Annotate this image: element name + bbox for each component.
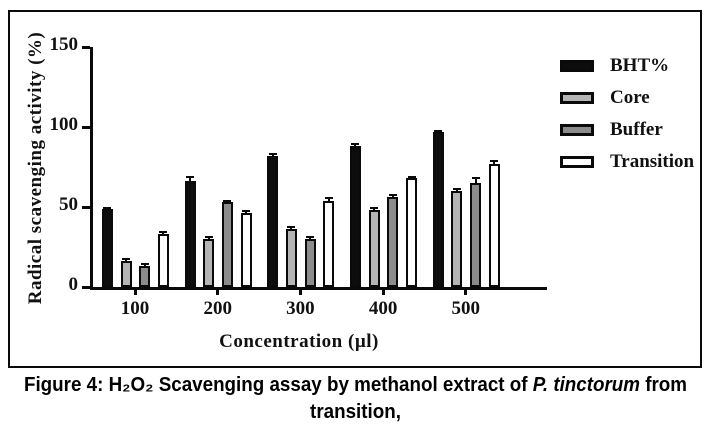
bar-Transition-300 (323, 200, 335, 287)
error-cap-Transition-400 (407, 175, 416, 178)
legend: BHT% Core Buffer Transition (560, 50, 694, 178)
error-bar-Transition-100 (162, 231, 165, 235)
bar-Core-100 (120, 261, 132, 287)
legend-swatch-Core (560, 92, 594, 104)
bar-Transition-200 (240, 213, 252, 287)
x-tick-200 (216, 287, 220, 295)
error-bar-Core-400 (373, 207, 376, 211)
caption-line-1: Figure 4: H₂O₂ Scavenging assay by metha… (21, 372, 689, 426)
error-bar-BHT%-200 (189, 177, 191, 182)
x-tick-label-200: 200 (203, 298, 232, 319)
y-tick-0 (82, 285, 90, 289)
y-tick-label-0: 0 (68, 274, 79, 295)
error-cap-Core-300 (287, 226, 296, 228)
y-axis-title: Radical scavenging activity (%) (25, 31, 46, 305)
bar-BHT%-100 (101, 209, 113, 287)
error-cap-BHT%-500 (434, 129, 443, 132)
legend-item-Transition: Transition (560, 146, 694, 178)
error-bar-Core-100 (125, 259, 127, 262)
error-cap-Transition-300 (324, 197, 333, 200)
bar-Core-500 (451, 191, 463, 287)
error-cap-Buffer-500 (471, 177, 480, 180)
x-tick-label-300: 300 (286, 298, 315, 319)
error-cap-Transition-200 (242, 210, 251, 212)
error-cap-Core-100 (122, 258, 130, 260)
bar-Transition-400 (406, 178, 417, 287)
error-cap-Buffer-400 (388, 194, 397, 196)
error-cap-Buffer-200 (223, 199, 232, 202)
error-bar-Transition-300 (327, 198, 330, 201)
error-bar-BHT%-400 (354, 143, 357, 147)
error-cap-BHT%-200 (186, 176, 194, 179)
error-bar-Buffer-400 (391, 195, 394, 198)
y-tick-150 (82, 45, 90, 49)
y-tick-label-150: 150 (49, 34, 79, 55)
y-tick-label-50: 50 (59, 194, 78, 215)
legend-label-Buffer: Buffer (610, 119, 663, 140)
legend-label-BHT%: BHT% (610, 55, 670, 76)
bar-Core-200 (203, 239, 215, 287)
error-cap-Core-200 (204, 236, 213, 239)
legend-item-BHT%: BHT% (560, 50, 694, 82)
bar-Buffer-500 (470, 183, 481, 287)
legend-label-Transition: Transition (610, 151, 695, 172)
error-bar-Buffer-500 (474, 178, 477, 183)
error-cap-Core-400 (370, 206, 379, 209)
bar-Buffer-100 (139, 266, 151, 287)
bar-BHT%-200 (184, 181, 196, 287)
bar-BHT%-400 (349, 146, 361, 287)
x-tick-label-400: 400 (368, 298, 398, 319)
bar-Core-400 (368, 210, 380, 287)
legend-swatch-BHT% (560, 60, 594, 72)
error-cap-BHT%-400 (351, 142, 360, 145)
x-axis-title: Concentration (µl) (219, 331, 379, 352)
error-cap-BHT%-100 (103, 206, 112, 209)
error-bar-Transition-200 (245, 211, 248, 214)
bar-Transition-500 (488, 163, 500, 287)
x-tick-500 (464, 287, 468, 295)
y-tick-100 (82, 125, 90, 129)
error-cap-Transition-500 (490, 159, 499, 162)
bar-Transition-100 (157, 234, 169, 287)
bar-Buffer-300 (304, 239, 316, 287)
x-tick-300 (298, 287, 302, 295)
x-tick-label-500: 500 (451, 298, 481, 319)
legend-item-Core: Core (560, 82, 694, 114)
error-cap-BHT%-300 (268, 153, 277, 156)
caption-species-name: P. tinctorum (532, 374, 641, 396)
error-cap-Buffer-300 (306, 236, 315, 239)
bar-BHT%-500 (432, 131, 444, 287)
caption-text-pre: Figure 4: H₂O₂ Scavenging assay by metha… (23, 374, 533, 396)
x-tick-label-100: 100 (120, 298, 150, 319)
legend-swatch-Buffer (560, 124, 594, 136)
plot-area: 0 50 100 150 100 200 300 400 500 (50, 34, 547, 319)
bar-BHT%-300 (267, 155, 279, 287)
legend-label-Core: Core (610, 87, 650, 108)
y-axis-line (90, 47, 93, 290)
error-bar-Buffer-100 (143, 263, 146, 267)
error-cap-Transition-100 (159, 230, 168, 233)
figure-caption: Figure 4: H₂O₂ Scavenging assay by metha… (21, 372, 689, 428)
bar-Core-300 (285, 229, 297, 287)
error-bar-Core-300 (290, 227, 293, 230)
bar-Buffer-200 (221, 202, 233, 287)
legend-swatch-Transition (560, 156, 594, 168)
x-tick-400 (381, 287, 385, 295)
legend-item-Buffer: Buffer (560, 114, 694, 146)
x-axis-line (90, 287, 547, 290)
error-cap-Core-500 (452, 188, 461, 191)
bar-Buffer-400 (387, 197, 399, 287)
caption-text-post: from transition, (310, 374, 688, 423)
y-tick-label-100: 100 (49, 114, 79, 135)
error-cap-Buffer-100 (140, 262, 149, 265)
y-tick-50 (82, 205, 90, 209)
x-tick-100 (133, 287, 137, 295)
error-bar-Transition-500 (493, 160, 496, 164)
